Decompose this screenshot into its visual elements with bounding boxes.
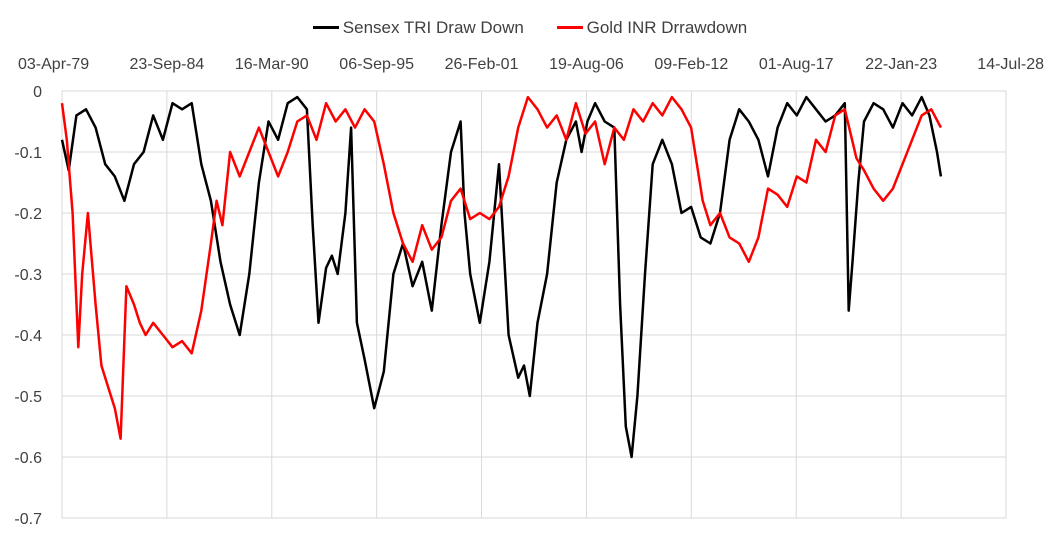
legend-label-sensex: Sensex TRI Draw Down	[342, 17, 524, 37]
y-tick-label: -0.6	[14, 450, 42, 467]
x-tick-label: 19-Aug-06	[549, 56, 624, 73]
chart-legend: Sensex TRI Draw Down Gold INR Drrawdown	[0, 14, 1060, 38]
plot-area-border	[61, 90, 1007, 519]
x-tick-label: 06-Sep-95	[339, 56, 414, 73]
x-tick-label: 14-Jul-28	[977, 56, 1044, 73]
y-tick-label: 0	[33, 84, 42, 101]
x-tick-label: 03-Apr-79	[18, 56, 89, 73]
y-tick-label: -0.1	[14, 145, 42, 162]
legend-item-gold: Gold INR Drrawdown	[556, 17, 748, 38]
legend-swatch-sensex	[312, 26, 339, 29]
x-tick-label: 22-Jan-23	[865, 56, 937, 73]
x-tick-label: 16-Mar-90	[235, 56, 309, 73]
series-line-sensex	[60, 95, 943, 459]
y-tick-label: -0.7	[14, 511, 42, 528]
x-tick-label: 23-Sep-84	[130, 56, 205, 73]
y-tick-label: -0.4	[14, 328, 42, 345]
y-tick-label: -0.5	[14, 389, 42, 406]
x-tick-label: 09-Feb-12	[654, 56, 728, 73]
y-tick-label: -0.2	[14, 206, 42, 223]
x-tick-label: 01-Aug-17	[759, 56, 834, 73]
x-tick-label: 26-Feb-01	[445, 56, 519, 73]
y-tick-label: -0.3	[14, 267, 42, 284]
series-line-gold	[60, 95, 943, 440]
legend-swatch-gold	[556, 26, 583, 29]
legend-label-gold: Gold INR Drrawdown	[586, 17, 748, 37]
legend-item-sensex: Sensex TRI Draw Down	[312, 17, 524, 38]
